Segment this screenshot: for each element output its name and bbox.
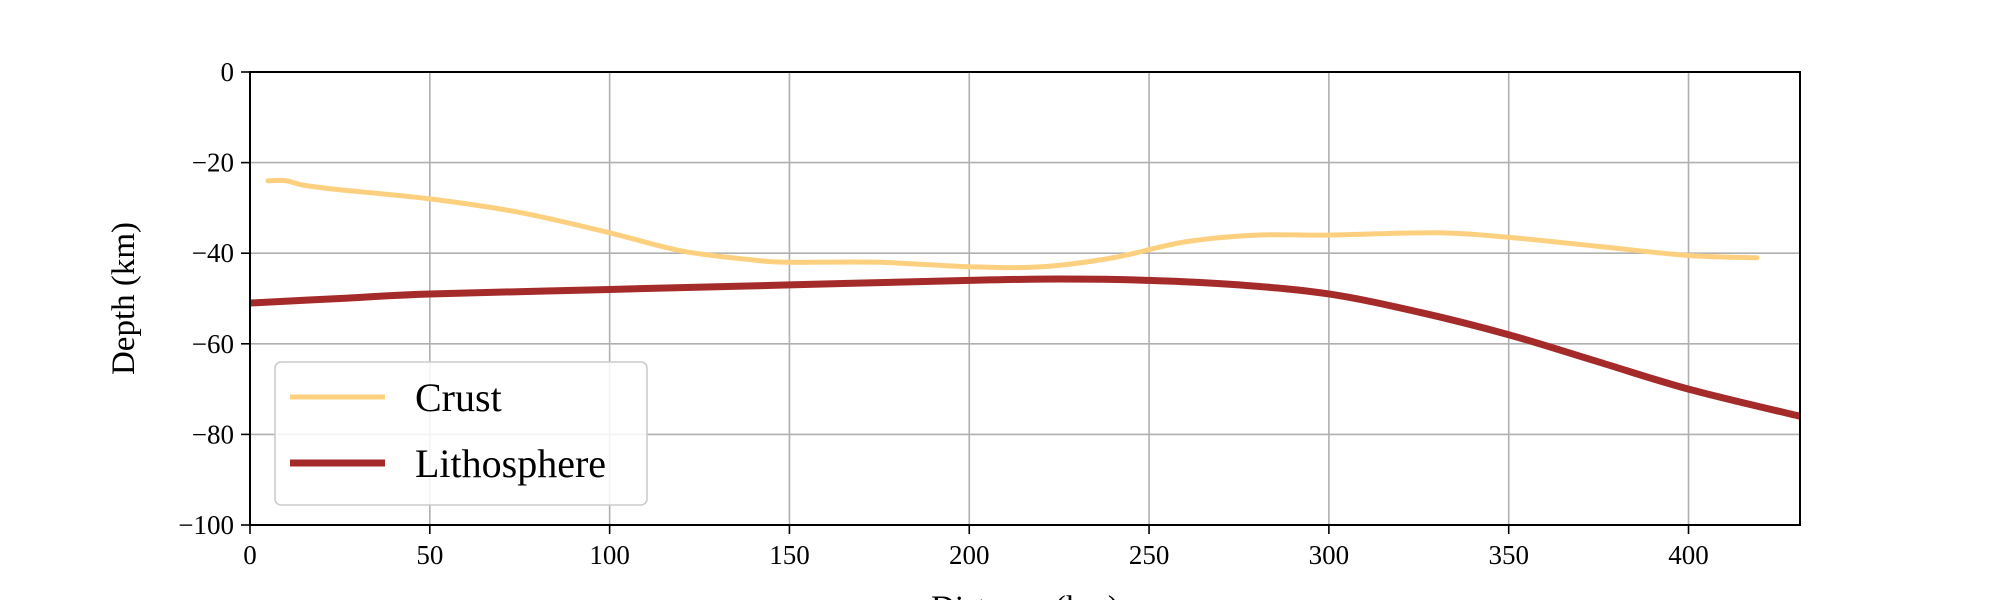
y-tick-label: −40 [192, 238, 234, 268]
x-tick-label: 400 [1668, 540, 1709, 570]
y-tick-label: −100 [178, 510, 234, 540]
y-axis-label: Depth (km) [106, 222, 142, 375]
plot-frame [249, 71, 1801, 526]
y-tick-label: −60 [192, 329, 234, 359]
x-tick-label: 100 [589, 540, 630, 570]
x-tick-label: 50 [416, 540, 443, 570]
x-axis-label: Distance (km) [931, 590, 1119, 600]
lithosphere-series-line [250, 275, 1800, 420]
legend-label-crust: Crust [415, 375, 502, 420]
legend: Crust Lithosphere [274, 361, 648, 506]
x-tick-label: 150 [769, 540, 810, 570]
crust-series-line [265, 177, 1760, 271]
x-tick-label: 200 [949, 540, 990, 570]
series-lines [250, 177, 1800, 420]
x-tick-label: 300 [1309, 540, 1350, 570]
y-tick-label: −20 [192, 148, 234, 178]
x-tick-label: 350 [1488, 540, 1529, 570]
y-tick-label: −80 [192, 419, 234, 449]
axes: 0 50 100 150 200 250 300 350 400 0 −20 −40 −60 −80 −10… [106, 57, 1801, 600]
legend-label-lithosphere: Lithosphere [415, 441, 606, 486]
x-tick-label: 250 [1129, 540, 1170, 570]
x-tick-label: 0 [243, 540, 257, 570]
y-tick-label: 0 [221, 57, 235, 87]
